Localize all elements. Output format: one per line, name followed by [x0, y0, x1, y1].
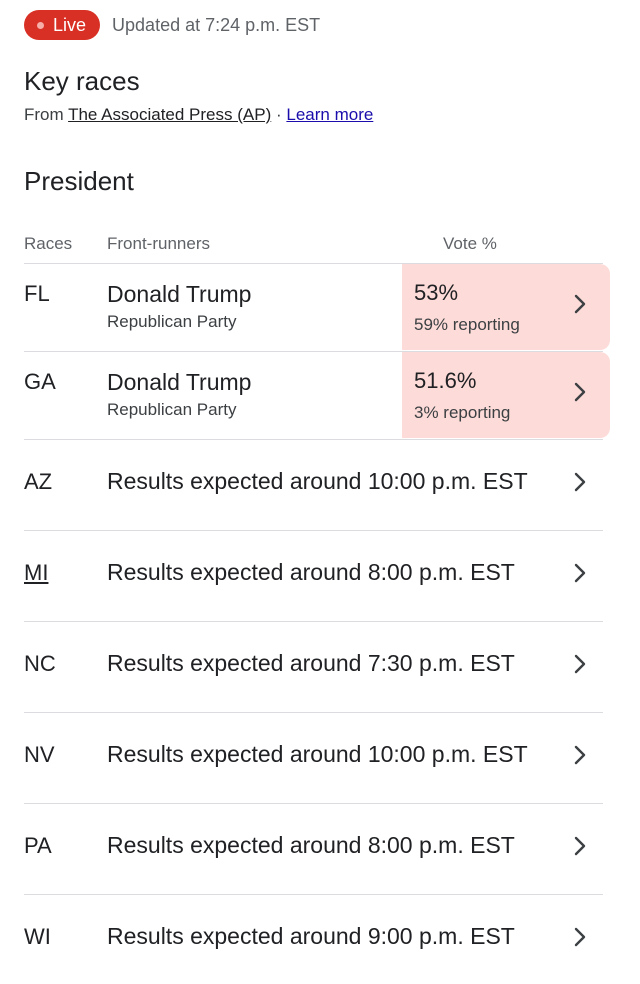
chevron-right-icon[interactable] — [572, 294, 588, 314]
results-expected-text: Results expected around 9:00 p.m. EST — [107, 923, 515, 949]
learn-more-link[interactable]: Learn more — [286, 105, 374, 124]
row-divider — [24, 803, 603, 804]
status-row: Live Updated at 7:24 p.m. EST — [24, 9, 320, 41]
state-code: AZ — [24, 469, 53, 494]
candidate-name: Donald Trump — [107, 281, 252, 307]
source-attribution: From The Associated Press (AP) · Learn m… — [24, 105, 373, 125]
party-name: Republican Party — [107, 400, 237, 419]
state-code: PA — [24, 833, 52, 858]
chevron-right-icon[interactable] — [572, 654, 588, 674]
vote-percentage: 53% — [414, 280, 459, 305]
state-code: NV — [24, 742, 55, 767]
race-row-ga[interactable]: GA Donald Trump Republican Party 51.6% 3… — [0, 351, 640, 439]
race-row-pa[interactable]: PA Results expected around 8:00 p.m. EST — [0, 803, 640, 894]
state-code: WI — [24, 924, 51, 949]
chevron-right-icon[interactable] — [572, 563, 588, 583]
chevron-right-icon[interactable] — [572, 745, 588, 765]
chevron-right-icon[interactable] — [572, 382, 588, 402]
results-expected-text: Results expected around 8:00 p.m. EST — [107, 832, 515, 858]
row-divider — [24, 894, 603, 895]
row-divider — [24, 351, 603, 352]
chevron-right-icon[interactable] — [572, 836, 588, 856]
row-divider — [24, 263, 603, 264]
state-code: GA — [24, 369, 56, 394]
section-title: Key races — [24, 66, 140, 96]
live-label: Live — [53, 14, 87, 35]
updated-timestamp: Updated at 7:24 p.m. EST — [112, 14, 321, 35]
source-separator: · — [275, 105, 282, 124]
row-divider — [24, 621, 603, 622]
race-title: President — [24, 166, 134, 196]
column-header-vote-pct: Vote % — [443, 234, 497, 253]
source-prefix: From — [24, 105, 64, 124]
column-header-races: Races — [24, 234, 73, 253]
results-expected-text: Results expected around 10:00 p.m. EST — [107, 468, 528, 494]
column-header-front-runners: Front-runners — [107, 234, 210, 253]
race-row-mi[interactable]: MI Results expected around 8:00 p.m. EST — [0, 530, 640, 621]
chevron-right-icon[interactable] — [572, 927, 588, 947]
results-expected-text: Results expected around 10:00 p.m. EST — [107, 741, 528, 767]
race-row-nc[interactable]: NC Results expected around 7:30 p.m. EST — [0, 621, 640, 712]
race-row-fl[interactable]: FL Donald Trump Republican Party 53% 59%… — [0, 263, 640, 351]
race-row-wi[interactable]: WI Results expected around 9:00 p.m. EST — [0, 894, 640, 984]
race-row-az[interactable]: AZ Results expected around 10:00 p.m. ES… — [0, 439, 640, 530]
results-expected-text: Results expected around 8:00 p.m. EST — [107, 559, 515, 585]
live-badge[interactable]: Live — [24, 10, 101, 40]
row-divider — [24, 530, 603, 531]
reporting-percentage: 3% reporting — [414, 403, 511, 422]
state-code: FL — [24, 281, 50, 306]
party-name: Republican Party — [107, 312, 237, 331]
vote-percentage: 51.6% — [414, 368, 477, 393]
candidate-name: Donald Trump — [107, 369, 252, 395]
row-divider — [24, 712, 603, 713]
reporting-percentage: 59% reporting — [414, 315, 520, 334]
vote-cell[interactable]: 53% 59% reporting — [402, 264, 610, 350]
chevron-right-icon[interactable] — [572, 472, 588, 492]
source-link[interactable]: The Associated Press (AP) — [68, 105, 272, 124]
results-expected-text: Results expected around 7:30 p.m. EST — [107, 650, 515, 676]
row-divider — [24, 439, 603, 440]
state-code[interactable]: MI — [24, 560, 49, 585]
state-code: NC — [24, 651, 56, 676]
vote-cell[interactable]: 51.6% 3% reporting — [402, 352, 610, 438]
live-dot-icon — [37, 21, 44, 29]
race-row-nv[interactable]: NV Results expected around 10:00 p.m. ES… — [0, 712, 640, 803]
